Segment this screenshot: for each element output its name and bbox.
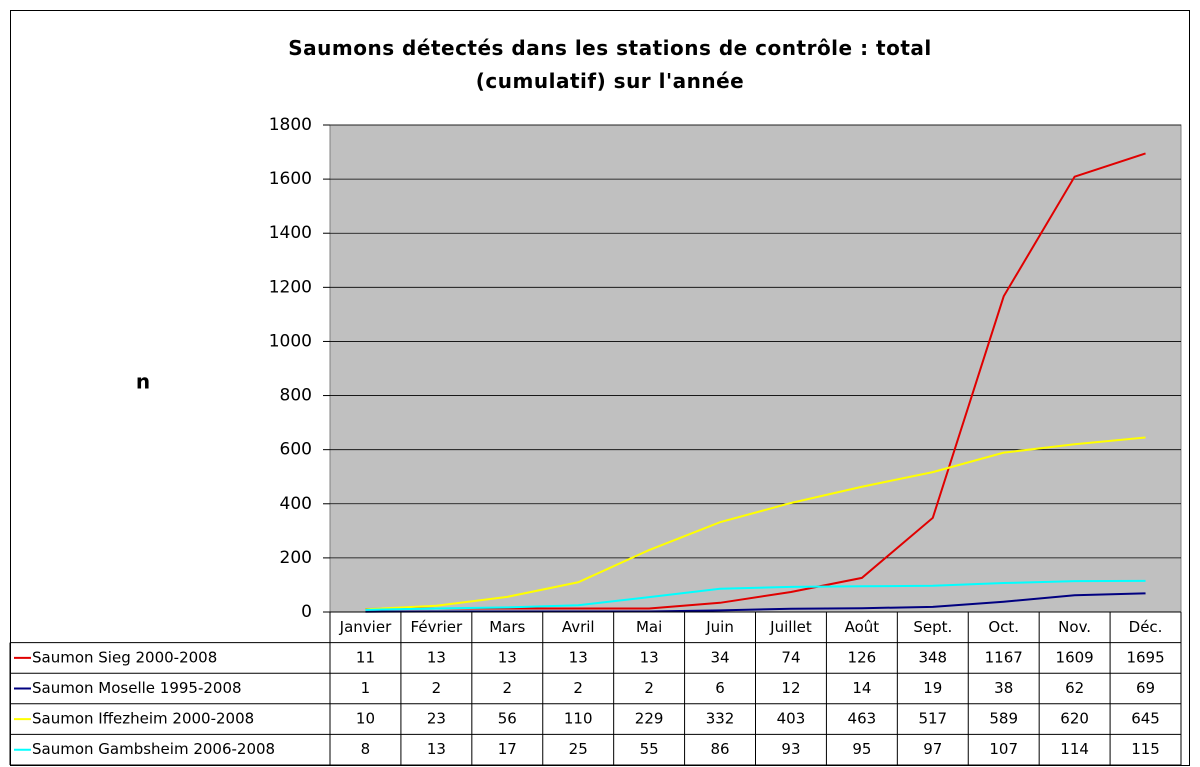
y-tick-label: 600 — [280, 440, 312, 460]
table-value: 1695 — [1126, 648, 1164, 666]
table-value: 517 — [918, 710, 947, 728]
x-tick-label: Oct. — [988, 618, 1019, 636]
y-tick-label: 1600 — [269, 169, 312, 189]
x-tick-label: Juillet — [769, 618, 812, 636]
y-tick-label: 1200 — [269, 277, 312, 297]
table-value: 645 — [1131, 710, 1160, 728]
table-value: 14 — [852, 679, 871, 697]
y-tick-label: 800 — [280, 386, 312, 406]
table-value: 2 — [644, 679, 654, 697]
x-tick-label: Mars — [489, 618, 525, 636]
table-value: 229 — [635, 710, 664, 728]
table-value: 93 — [781, 740, 800, 758]
table-value: 25 — [569, 740, 588, 758]
table-value: 23 — [427, 710, 446, 728]
y-tick-label: 400 — [280, 494, 312, 514]
table-value: 13 — [640, 648, 659, 666]
table-value: 56 — [498, 710, 517, 728]
table-value: 110 — [564, 710, 593, 728]
table-value: 2 — [432, 679, 442, 697]
legend-label: Saumon Iffezheim 2000-2008 — [32, 710, 254, 728]
y-tick-label: 1800 — [269, 115, 312, 135]
table-value: 62 — [1065, 679, 1084, 697]
table-value: 74 — [781, 648, 800, 666]
table-value: 620 — [1060, 710, 1089, 728]
table-value: 115 — [1131, 740, 1160, 758]
y-tick-label: 200 — [280, 548, 312, 568]
table-value: 1 — [361, 679, 371, 697]
table-value: 13 — [427, 648, 446, 666]
table-value: 2 — [573, 679, 583, 697]
table-value: 8 — [361, 740, 371, 758]
table-value: 2 — [503, 679, 513, 697]
x-tick-label: Août — [845, 618, 880, 636]
table-value: 589 — [989, 710, 1018, 728]
table-value: 13 — [498, 648, 517, 666]
table-value: 10 — [356, 710, 375, 728]
table-value: 11 — [356, 648, 375, 666]
x-tick-label: Déc. — [1129, 618, 1163, 636]
x-tick-label: Février — [411, 618, 463, 636]
series-line — [365, 436, 1146, 611]
y-tick-label: 1000 — [269, 331, 312, 351]
plot-area — [329, 124, 1182, 613]
table-value: 126 — [848, 648, 877, 666]
table-value: 55 — [640, 740, 659, 758]
series-line — [365, 592, 1146, 613]
table-value: 403 — [777, 710, 806, 728]
x-tick-label: Avril — [562, 618, 595, 636]
x-tick-label: Mai — [636, 618, 662, 636]
table-value: 13 — [427, 740, 446, 758]
table-value: 463 — [848, 710, 877, 728]
x-tick-label: Janvier — [339, 618, 392, 636]
table-value: 95 — [852, 740, 871, 758]
table-value: 114 — [1060, 740, 1089, 758]
table-value: 12 — [781, 679, 800, 697]
chart-title: Saumons détectés dans les stations de co… — [288, 36, 932, 93]
table-value: 348 — [918, 648, 947, 666]
x-tick-label: Nov. — [1058, 618, 1091, 636]
table-value: 97 — [923, 740, 942, 758]
y-axis-label: n — [136, 370, 150, 394]
table-value: 1167 — [985, 648, 1023, 666]
y-tick-label: 0 — [301, 602, 312, 622]
table-value: 107 — [989, 740, 1018, 758]
table-value: 86 — [710, 740, 729, 758]
table-value: 19 — [923, 679, 942, 697]
table-value: 1609 — [1056, 648, 1094, 666]
table-value: 332 — [706, 710, 735, 728]
x-tick-label: Juin — [705, 618, 734, 636]
legend-label: Saumon Moselle 1995-2008 — [32, 679, 242, 697]
y-tick-label: 1400 — [269, 223, 312, 243]
table-value: 38 — [994, 679, 1013, 697]
table-value: 6 — [715, 679, 725, 697]
table-value: 34 — [710, 648, 729, 666]
series-line — [365, 579, 1146, 611]
table-value: 13 — [569, 648, 588, 666]
table-value: 17 — [498, 740, 517, 758]
legend-label: Saumon Gambsheim 2006-2008 — [32, 740, 275, 758]
legend-label: Saumon Sieg 2000-2008 — [32, 648, 217, 666]
table-value: 69 — [1136, 679, 1155, 697]
x-tick-label: Sept. — [913, 618, 952, 636]
